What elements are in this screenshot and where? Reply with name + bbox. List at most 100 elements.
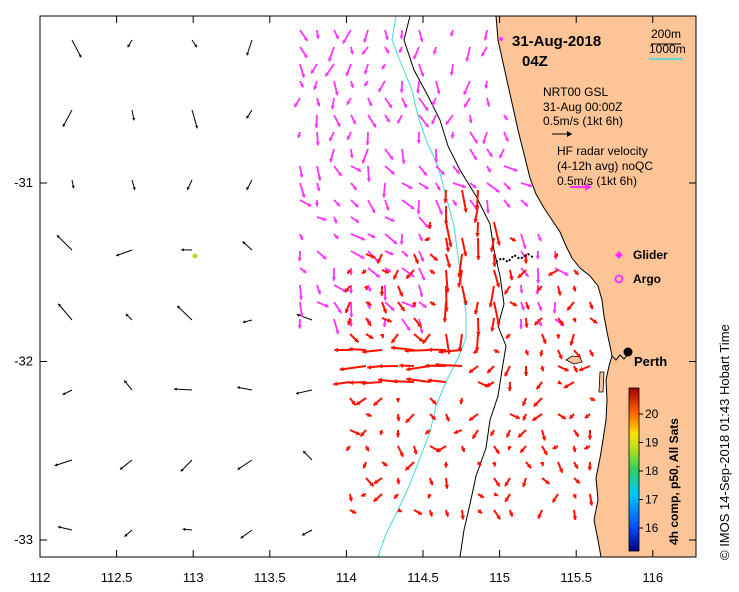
hf-radar-vector	[401, 148, 406, 164]
satellite-current-vector	[509, 237, 517, 242]
satellite-current-vector	[475, 221, 480, 237]
satellite-current-vector	[471, 429, 479, 440]
colorbar-tick-label: 17	[645, 493, 659, 507]
satellite-current-vector	[395, 477, 401, 485]
satellite-current-vector	[445, 221, 453, 248]
hf-radar-vector	[401, 182, 413, 190]
hf-radar-vector	[316, 97, 321, 107]
satellite-current-vector	[429, 253, 439, 262]
satellite-current-vector	[531, 413, 543, 422]
satellite-current-vector	[508, 509, 514, 517]
satellite-current-vector	[536, 285, 543, 292]
satellite-current-vector	[472, 349, 479, 355]
hf-radar-vector	[350, 80, 355, 89]
model-current-vector	[246, 109, 253, 119]
hf-radar-vector	[416, 131, 421, 144]
credit-text: © IMOS 14-Sep-2018 01:43 Hobart Time	[717, 324, 732, 560]
hf-radar-vector	[520, 233, 527, 250]
hf-radar-vector	[450, 131, 455, 139]
satellite-current-vector	[584, 413, 591, 420]
satellite-current-vector	[372, 397, 383, 407]
hf-radar-vector	[384, 97, 393, 109]
hf-radar-vector	[299, 267, 307, 274]
glider-label: Glider	[633, 248, 668, 262]
hf-radar-vector	[333, 301, 342, 314]
hf-radar-vector	[483, 29, 488, 41]
hf-radar-vector	[299, 182, 306, 198]
hf-radar-vector	[314, 114, 319, 128]
hf-radar-vector	[465, 46, 471, 62]
contour-200-label: 200m	[651, 27, 681, 41]
satellite-current-vector	[486, 365, 495, 374]
hf-radar-vector	[299, 165, 304, 178]
satellite-current-vector	[587, 461, 593, 471]
satellite-current-vector	[583, 445, 591, 450]
hf-radar-vector	[418, 233, 424, 242]
hf-radar-vector	[384, 199, 390, 211]
satellite-current-vector	[572, 493, 577, 499]
satellite-current-vector	[453, 429, 463, 435]
satellite-current-vector	[573, 461, 579, 470]
satellite-current-vector	[376, 253, 383, 264]
hf-radar-vector	[367, 199, 376, 214]
hf-radar-vector	[299, 46, 308, 59]
hf-radar-vector	[384, 46, 390, 54]
satellite-current-vector	[365, 445, 370, 452]
hf-radar-vector	[333, 216, 338, 224]
hf-radar-vector	[401, 97, 408, 109]
satellite-current-vector	[589, 349, 594, 357]
satellite-current-vector	[493, 492, 499, 497]
hf-radar-vector	[384, 148, 394, 161]
hf-radar-vector	[503, 165, 518, 172]
satellite-current-vector	[493, 509, 502, 520]
satellite-current-vector	[573, 429, 580, 438]
satellite-current-vector	[445, 237, 451, 252]
satellite-current-vector	[522, 413, 527, 421]
satellite-current-vector	[429, 413, 437, 421]
model-current-vector	[191, 39, 198, 48]
hf-radar-vector	[350, 182, 358, 191]
hf-radar-vector	[299, 301, 304, 318]
satellite-current-vector	[444, 477, 450, 489]
satellite-current-vector	[473, 205, 479, 223]
satellite-current-vector	[493, 221, 501, 246]
satellite-current-vector	[363, 285, 369, 291]
garden-island	[598, 371, 605, 393]
hf-radar-vector	[463, 97, 471, 108]
hf-radar-vector	[298, 284, 304, 300]
model-current-vector	[62, 389, 73, 396]
satellite-current-vector	[365, 317, 372, 327]
satellite-current-vector	[552, 445, 559, 450]
satellite-current-vector	[365, 253, 376, 259]
satellite-current-vector	[578, 365, 591, 372]
radar-legend-scale: 0.5m/s (1kt 6h)	[557, 174, 637, 188]
hf-radar-vector	[316, 284, 322, 295]
satellite-current-vector	[523, 365, 529, 377]
satellite-current-vector	[491, 461, 497, 467]
hf-radar-vector	[333, 29, 340, 40]
satellite-current-vector	[563, 381, 575, 389]
hf-radar-vector	[486, 165, 492, 173]
satellite-current-vector	[477, 493, 485, 499]
model-current-vector	[124, 529, 133, 538]
satellite-current-vector	[468, 413, 479, 422]
satellite-current-vector	[489, 429, 495, 437]
satellite-current-vector	[504, 493, 511, 503]
satellite-current-vector	[509, 301, 518, 307]
model-current-vector	[174, 387, 193, 391]
satellite-current-vector	[569, 333, 575, 346]
satellite-current-vector	[492, 253, 497, 267]
satellite-current-vector	[566, 301, 575, 311]
1000m-depth-contour	[377, 16, 467, 557]
hf-radar-vector	[366, 165, 371, 182]
satellite-current-vector	[405, 413, 415, 424]
hf-radar-vector	[485, 199, 491, 214]
satellite-current-vector	[413, 509, 423, 516]
satellite-current-vector	[334, 347, 351, 353]
hf-radar-vector	[333, 199, 341, 207]
hf-radar-vector	[310, 63, 318, 75]
hf-radar-vector	[297, 318, 302, 329]
x-tick-label: 115	[489, 570, 510, 585]
hf-radar-vector	[349, 46, 355, 55]
